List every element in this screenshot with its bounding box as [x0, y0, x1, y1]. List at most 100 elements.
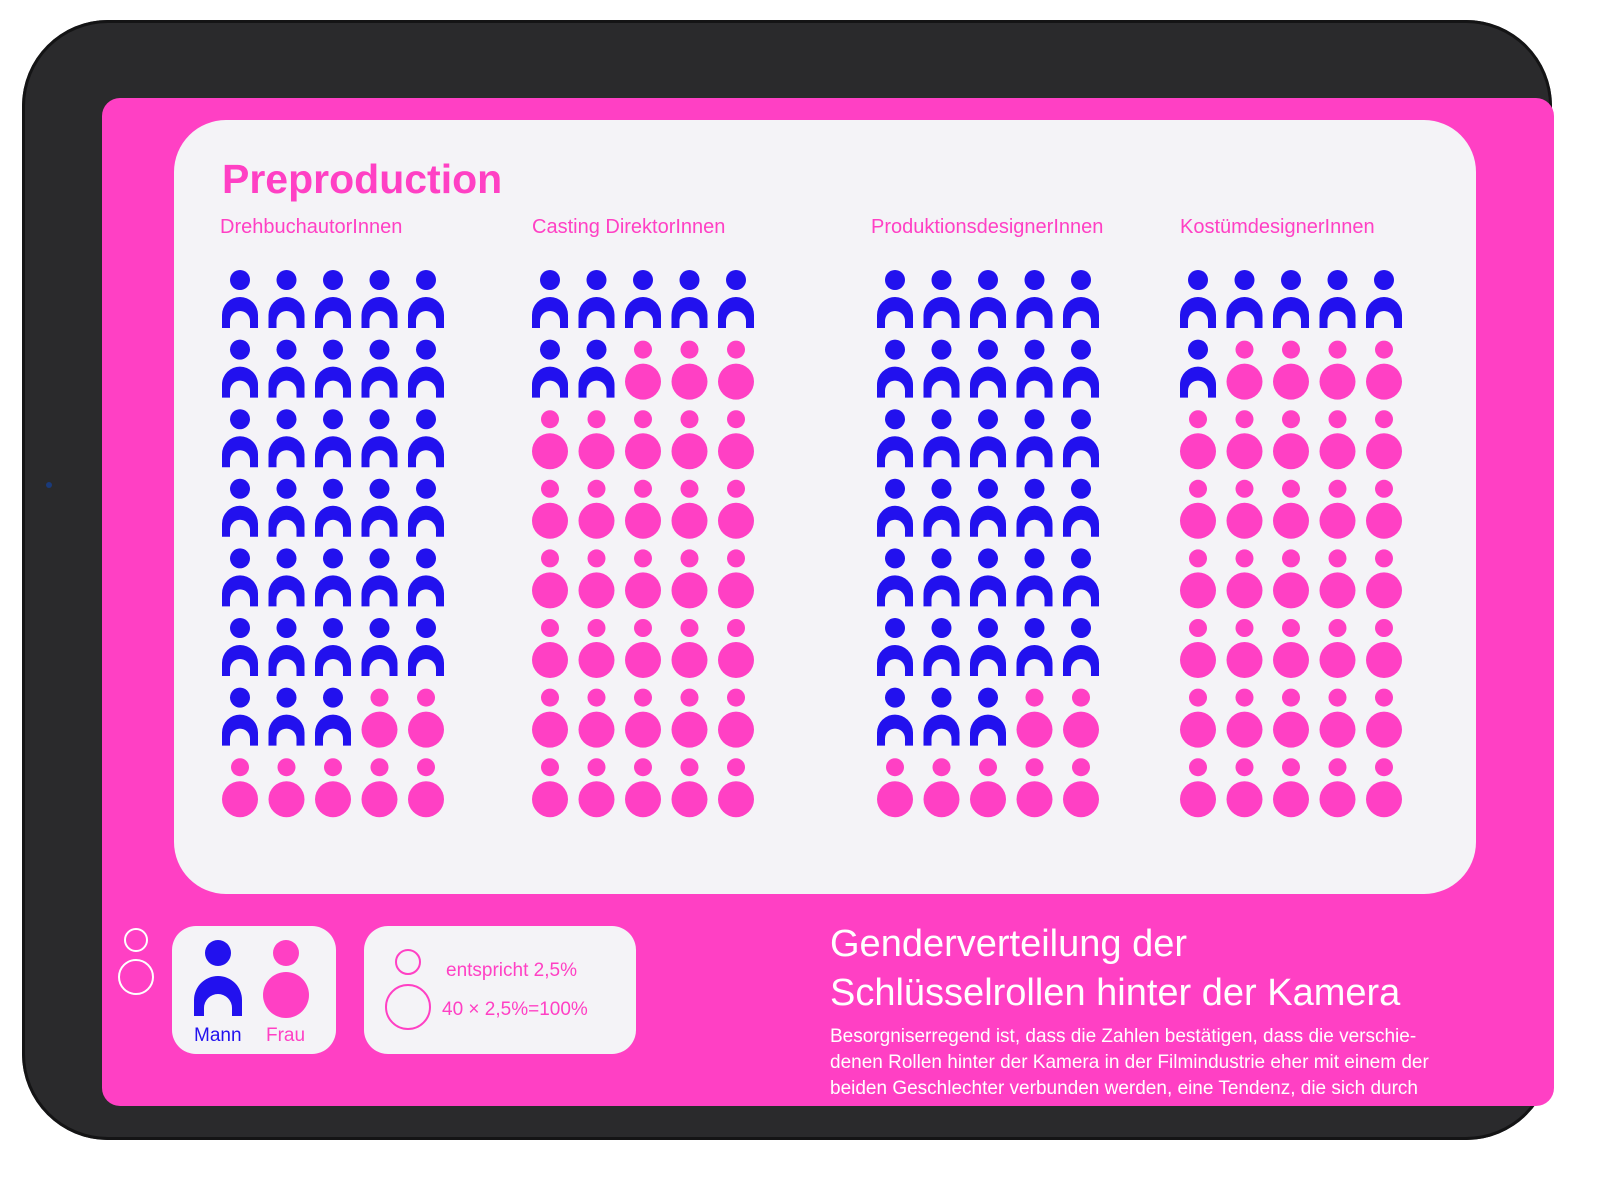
mann-icon — [1016, 339, 1053, 398]
mann-icon — [194, 940, 242, 1016]
article-title-line1: Genderverteilung der — [830, 923, 1187, 965]
mann-icon — [222, 618, 258, 676]
mann-icon — [1063, 409, 1099, 468]
frau-icon — [1226, 758, 1263, 818]
mann-icon — [268, 548, 305, 607]
mann-icon — [268, 618, 305, 676]
mann-icon — [532, 339, 568, 398]
frau-icon — [1366, 619, 1402, 678]
mann-icon — [361, 339, 398, 398]
frau-icon — [578, 619, 615, 678]
frau-icon — [1319, 549, 1356, 609]
mann-icon — [1016, 548, 1053, 607]
frau-icon — [1016, 758, 1053, 818]
frau-icon — [1180, 479, 1216, 539]
frau-icon — [671, 758, 708, 818]
frau-icon — [625, 758, 661, 818]
frau-icon — [671, 619, 708, 678]
mann-icon — [1063, 618, 1099, 676]
frau-icon — [263, 940, 309, 1018]
frau-icon — [578, 549, 615, 609]
chart-card: Preproduction DrehbuchautorInnen Casting… — [174, 120, 1476, 894]
icon-column-1 — [532, 270, 754, 818]
unit-circles-icon — [385, 949, 431, 1030]
mann-icon — [970, 409, 1006, 468]
frau-icon — [1063, 688, 1099, 748]
mann-icon — [1319, 270, 1356, 328]
mann-icon — [268, 339, 305, 398]
frau-icon — [532, 758, 568, 818]
frau-icon — [532, 479, 568, 539]
frau-icon — [1226, 688, 1263, 748]
mann-icon — [315, 409, 351, 468]
mann-icon — [877, 548, 913, 607]
frau-icon — [1366, 549, 1402, 609]
frau-icon — [532, 410, 568, 470]
mann-icon — [970, 478, 1006, 537]
mann-icon — [268, 409, 305, 468]
frau-icon — [671, 549, 708, 609]
frau-icon — [1366, 410, 1402, 470]
frau-icon — [1226, 549, 1263, 609]
mann-icon — [877, 409, 913, 468]
frau-icon — [671, 479, 708, 539]
frau-icon — [1180, 688, 1216, 748]
mann-icon — [671, 270, 708, 328]
frau-icon — [718, 758, 754, 818]
mann-icon — [625, 270, 661, 328]
mann-icon — [1016, 409, 1053, 468]
mann-icon — [361, 548, 398, 607]
frau-icon — [315, 758, 351, 818]
frau-icon — [1273, 549, 1309, 609]
mann-icon — [1016, 478, 1053, 537]
frau-icon — [1319, 688, 1356, 748]
mann-icon — [923, 548, 960, 607]
mann-icon — [1063, 339, 1099, 398]
frau-icon — [1366, 758, 1402, 818]
mann-icon — [222, 478, 258, 537]
mann-icon — [970, 618, 1006, 676]
screen: Preproduction DrehbuchautorInnen Casting… — [102, 98, 1554, 1106]
mann-icon — [1273, 270, 1309, 328]
mann-icon — [970, 270, 1006, 328]
frau-icon — [718, 410, 754, 470]
frau-icon — [532, 549, 568, 609]
frau-icon — [718, 619, 754, 678]
frau-icon — [1319, 619, 1356, 678]
frau-icon — [1180, 410, 1216, 470]
mann-icon — [923, 478, 960, 537]
column-label-casting: Casting DirektorInnen — [532, 216, 726, 238]
mann-icon — [268, 270, 305, 328]
frau-icon — [1366, 479, 1402, 539]
mann-icon — [923, 409, 960, 468]
mann-icon — [361, 618, 398, 676]
mann-icon — [222, 270, 258, 328]
frau-icon — [1273, 688, 1309, 748]
icon-column-2 — [877, 270, 1099, 818]
mann-icon — [408, 478, 444, 537]
mann-icon — [408, 270, 444, 328]
frau-icon — [222, 758, 258, 818]
frau-icon — [1226, 619, 1263, 678]
frau-icon — [671, 340, 708, 400]
frau-icon — [1319, 340, 1356, 400]
frau-icon — [1180, 619, 1216, 678]
frau-icon — [718, 549, 754, 609]
frau-icon — [671, 688, 708, 748]
frau-icon — [1063, 758, 1099, 818]
mann-icon — [408, 618, 444, 676]
frau-icon — [361, 688, 398, 748]
mann-icon — [408, 339, 444, 398]
mann-icon — [877, 687, 913, 746]
mann-icon — [408, 548, 444, 607]
mann-icon — [222, 409, 258, 468]
mann-icon — [877, 270, 913, 328]
mann-icon — [970, 548, 1006, 607]
mann-icon — [1016, 270, 1053, 328]
mann-icon — [315, 478, 351, 537]
icon-column-3 — [1180, 270, 1402, 818]
mann-icon — [578, 270, 615, 328]
mann-icon — [923, 270, 960, 328]
column-label-kostuemdesign: KostümdesignerInnen — [1180, 216, 1375, 238]
camera-dot — [46, 482, 52, 488]
